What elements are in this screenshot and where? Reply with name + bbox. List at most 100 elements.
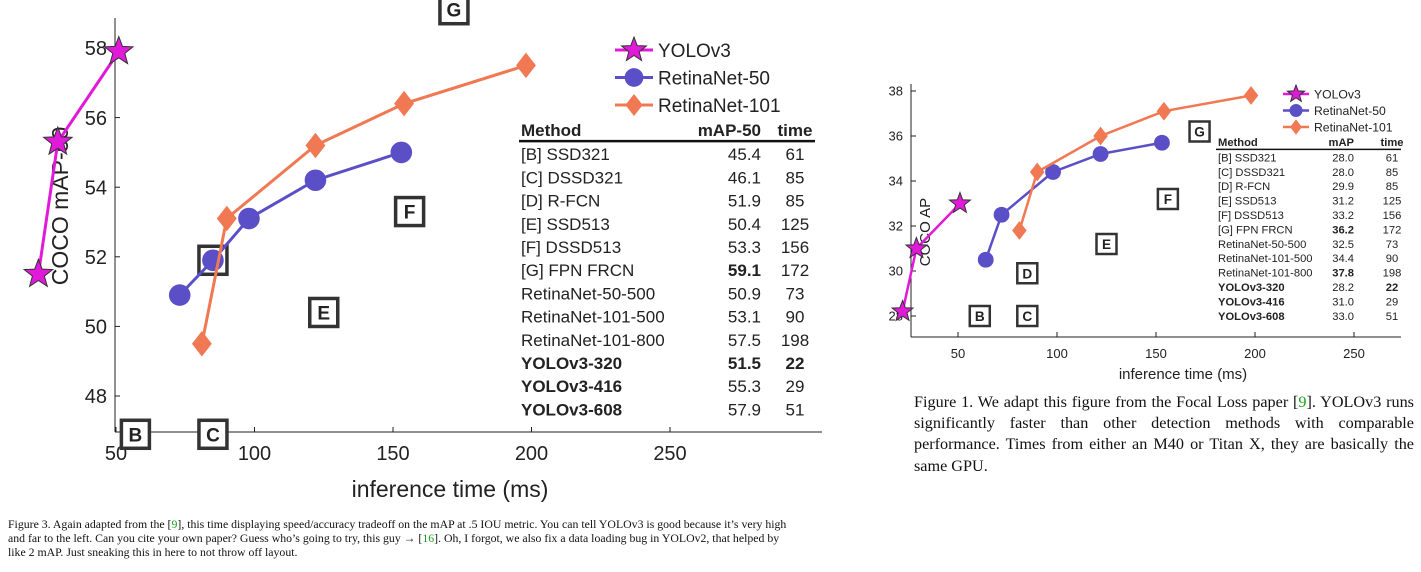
table-cell: [G] FPN FRCN — [521, 261, 634, 280]
y-tick-label: 54 — [85, 177, 107, 199]
table-cell: 172 — [781, 261, 809, 280]
legend-label: RetinaNet-101 — [658, 96, 781, 117]
legend-label: YOLOv3 — [1314, 87, 1361, 101]
caption-text: Figure 3. Again adapted from the [ — [8, 517, 172, 531]
data-point-retinanet-101 — [1093, 126, 1108, 146]
data-point-yolov3 — [904, 236, 929, 259]
method-box-label: B — [129, 425, 143, 446]
caption-figure-3: Figure 3. Again adapted from the [9], th… — [8, 517, 788, 560]
x-tick-label: 50 — [951, 346, 965, 361]
x-tick-label: 150 — [1145, 346, 1167, 361]
table-cell: 50.4 — [728, 215, 761, 234]
table-cell: 51 — [1386, 311, 1398, 323]
table-header: Method — [521, 121, 581, 140]
method-box — [1016, 304, 1039, 328]
x-axis-label: inference time (ms) — [1119, 366, 1247, 383]
data-point-retinanet-50 — [1154, 134, 1170, 151]
table-cell: [E] SSD513 — [521, 215, 610, 234]
y-tick-label: 34 — [889, 174, 903, 189]
data-point-retinanet-101 — [1156, 101, 1172, 121]
table-cell: 29 — [786, 377, 805, 396]
caption-text: ]. Oh, I forgot, we also fix a data load… — [8, 531, 780, 560]
citation-link[interactable]: 9 — [171, 517, 178, 531]
method-box-label: F — [404, 203, 416, 224]
table-cell: 198 — [1383, 268, 1402, 280]
method-box — [308, 296, 340, 329]
y-tick-label: 56 — [85, 108, 107, 130]
table-cell: 29 — [1386, 296, 1398, 308]
table-header: mAP-50 — [698, 121, 761, 140]
table-cell: 90 — [786, 308, 805, 327]
x-tick-label: 200 — [1244, 346, 1266, 361]
y-tick-label: 36 — [889, 129, 903, 144]
method-marker-c: C — [197, 418, 229, 451]
caption-text: Figure 1. We adapt this figure from the … — [914, 393, 1299, 411]
series-line-retinanet-50 — [984, 141, 1163, 261]
table-cell: 73 — [786, 284, 805, 303]
x-tick-label: 200 — [515, 443, 548, 465]
table-header: time — [778, 121, 813, 140]
data-point-retinanet-101 — [216, 205, 237, 232]
y-tick-label: 50 — [85, 317, 107, 339]
table-cell: RetinaNet-101-800 — [521, 331, 665, 350]
x-tick-label: 150 — [376, 443, 409, 465]
table-cell: 61 — [786, 145, 805, 164]
table-cell: [B] SSD321 — [521, 145, 610, 164]
table-cell: 34.4 — [1332, 253, 1354, 265]
y-axis-label: COCO mAP-50 — [47, 127, 73, 285]
data-point-retinanet-50 — [977, 251, 994, 268]
data-point-retinanet-50 — [390, 141, 413, 164]
method-marker-b: B — [968, 304, 992, 328]
table-cell: YOLOv3-608 — [521, 400, 622, 419]
method-box — [968, 304, 992, 328]
table-cell: 51.9 — [728, 192, 761, 211]
table-cell: RetinaNet-101-500 — [521, 308, 665, 327]
table-cell: RetinaNet-50-500 — [521, 284, 655, 303]
x-tick-label: 250 — [1343, 346, 1365, 361]
table-cell: 85 — [1386, 167, 1398, 179]
table-cell: 22 — [1386, 282, 1398, 294]
method-box — [438, 0, 470, 26]
method-box — [1188, 120, 1211, 143]
data-point-yolov3 — [42, 125, 74, 156]
data-point-retinanet-101 — [1243, 86, 1259, 105]
table-cell: YOLOv3-416 — [1218, 296, 1285, 308]
table-cell: 29.9 — [1332, 181, 1354, 193]
data-point-retinanet-101 — [1012, 221, 1027, 240]
citation-link[interactable]: 9 — [1298, 393, 1307, 411]
table-cell: 53.1 — [728, 308, 761, 327]
table-cell: RetinaNet-50-500 — [1218, 239, 1306, 251]
table-cell: RetinaNet-101-500 — [1218, 253, 1313, 265]
table-cell: 28.0 — [1332, 152, 1354, 164]
data-point-retinanet-50 — [1092, 146, 1109, 162]
method-marker-f: F — [393, 195, 426, 228]
data-point-retinanet-50 — [168, 284, 191, 306]
table-cell: 90 — [1386, 253, 1398, 265]
table-cell: 85 — [786, 168, 805, 187]
citation-link[interactable]: 16 — [422, 531, 435, 546]
series-line-retinanet-101 — [1018, 94, 1252, 231]
table-cell: 172 — [1383, 224, 1402, 236]
legend-marker — [1286, 83, 1306, 103]
method-box — [197, 418, 229, 451]
table-cell: 51.5 — [728, 354, 761, 373]
table-cell: [C] DSSD321 — [1218, 167, 1285, 179]
table-cell: 156 — [781, 238, 809, 257]
caption-text: ]. YOLOv3 runs significantly faster than… — [914, 393, 1414, 475]
method-box — [1016, 262, 1039, 285]
table-cell: [G] FPN FRCN — [1218, 224, 1293, 236]
y-tick-label: 58 — [85, 38, 107, 60]
legend-marker — [1290, 119, 1302, 135]
y-tick-label: 52 — [85, 247, 107, 269]
table-header: Method — [1218, 137, 1258, 149]
y-tick-label: 32 — [889, 219, 903, 234]
method-marker-f: F — [1156, 187, 1180, 211]
table-cell: 36.2 — [1332, 224, 1354, 236]
series-line-retinanet-101 — [200, 63, 527, 345]
table-cell: 85 — [1386, 181, 1398, 193]
table-cell: [F] DSSD513 — [521, 238, 621, 257]
method-box-label: G — [447, 1, 462, 22]
data-point-yolov3 — [948, 191, 972, 214]
data-point-yolov3 — [103, 35, 135, 65]
